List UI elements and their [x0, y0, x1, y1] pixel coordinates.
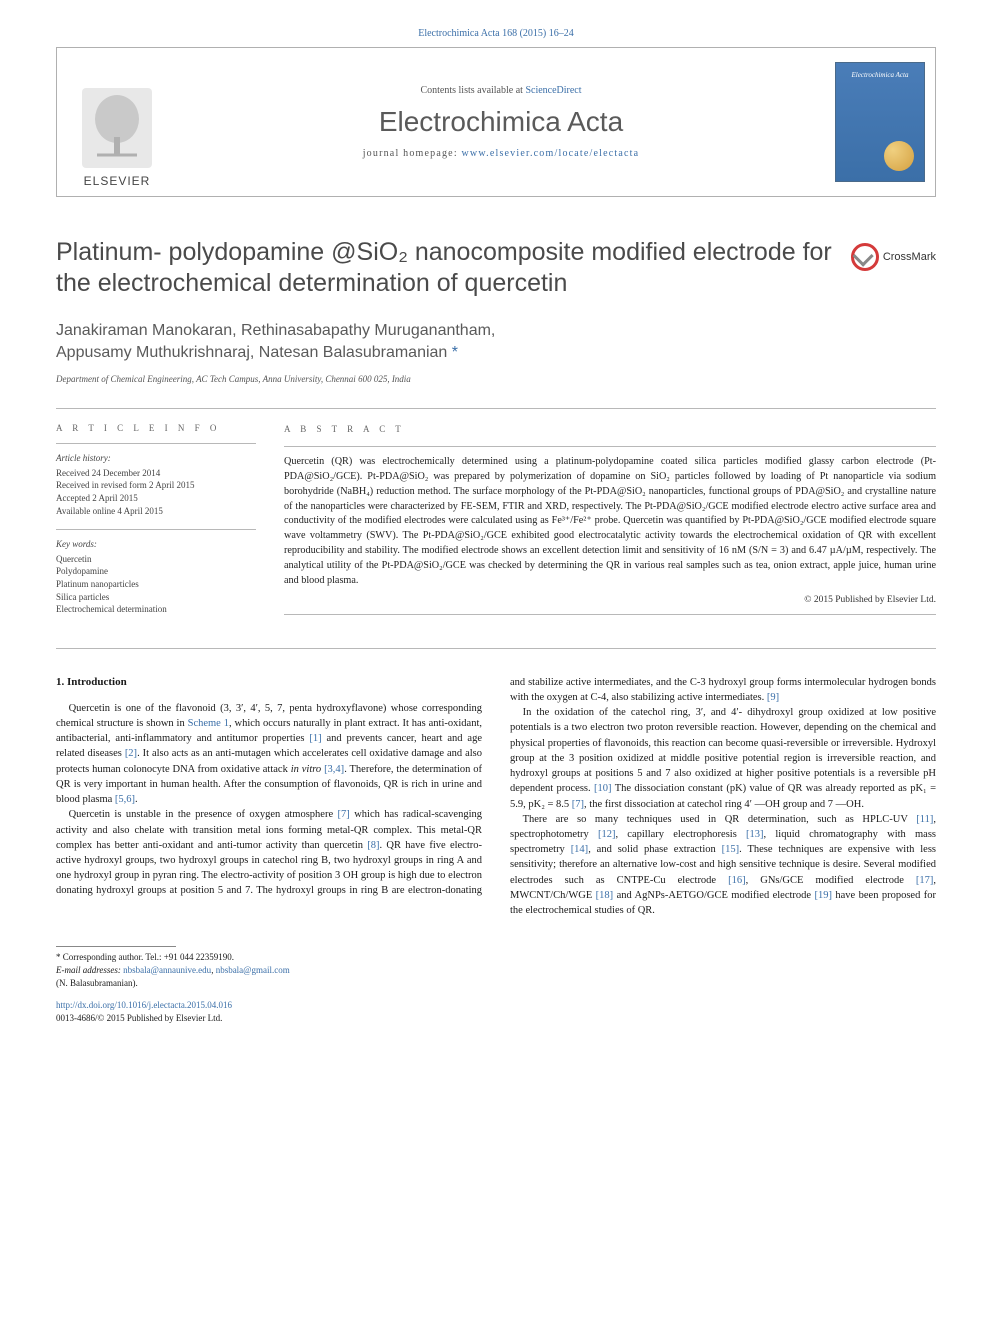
abstract-copyright: © 2015 Published by Elsevier Ltd.	[284, 594, 936, 608]
cite-link[interactable]: [2]	[125, 748, 137, 759]
t: , the first dissociation at catechol rin…	[584, 799, 864, 810]
abstract-heading: A B S T R A C T	[284, 423, 936, 436]
cite-link[interactable]: [1]	[309, 733, 321, 744]
corr-line: * Corresponding author. Tel.: +91 044 22…	[56, 951, 936, 964]
title-row: Platinum- polydopamine @SiO₂ nanocomposi…	[56, 237, 936, 320]
t: In the oxidation of the catechol ring, 3…	[510, 707, 936, 794]
authors-line-1: Janakiraman Manokaran, Rethinasabapathy …	[56, 322, 495, 339]
abstract-bottom-divider	[284, 614, 936, 615]
cover-globe-icon	[884, 141, 914, 171]
homepage-link[interactable]: www.elsevier.com/locate/electacta	[462, 148, 640, 159]
keyword: Silica particles	[56, 591, 256, 604]
issn-line: 0013-4686/© 2015 Published by Elsevier L…	[56, 1013, 222, 1023]
running-head-link[interactable]: Electrochimica Acta 168 (2015) 16–24	[418, 28, 574, 39]
divider-bottom	[56, 648, 936, 649]
footer-divider	[56, 946, 176, 947]
paragraph: There are so many techniques used in QR …	[510, 812, 936, 919]
cite-link[interactable]: [5,6]	[115, 794, 135, 805]
email-line: E-mail addresses: nbsbala@annaunive.edu,…	[56, 964, 936, 977]
email-label: E-mail addresses:	[56, 965, 123, 975]
keyword: Quercetin	[56, 553, 256, 566]
t: , capillary electrophoresis	[615, 829, 746, 840]
keywords: Key words: Quercetin Polydopamine Platin…	[56, 538, 256, 616]
cite-link[interactable]: [3,4]	[324, 764, 344, 775]
email-link[interactable]: nbsbala@annaunive.edu	[123, 965, 211, 975]
abstract-divider	[284, 446, 936, 447]
article-info: A R T I C L E I N F O Article history: R…	[56, 423, 256, 628]
doi-link[interactable]: http://dx.doi.org/10.1016/j.electacta.20…	[56, 1000, 232, 1010]
abstract-text: Quercetin (QR) was electrochemically det…	[284, 455, 936, 588]
journal-header: ELSEVIER Contents lists available at Sci…	[56, 47, 936, 197]
info-divider-2	[56, 529, 256, 530]
article-title: Platinum- polydopamine @SiO₂ nanocomposi…	[56, 237, 835, 300]
cite-link[interactable]: [13]	[746, 829, 764, 840]
keyword: Electrochemical determination	[56, 603, 256, 616]
crossmark-icon	[851, 243, 879, 271]
cite-link[interactable]: [7]	[338, 809, 350, 820]
page: Electrochimica Acta 168 (2015) 16–24 ELS…	[0, 0, 992, 1064]
homepage-prefix: journal homepage:	[363, 148, 462, 159]
contents-prefix: Contents lists available at	[420, 85, 525, 96]
cite-link[interactable]: [19]	[814, 890, 832, 901]
authors-line-2: Appusamy Muthukrishnaraj, Natesan Balasu…	[56, 344, 447, 361]
cite-link[interactable]: [9]	[767, 692, 779, 703]
sciencedirect-link[interactable]: ScienceDirect	[525, 85, 581, 96]
journal-cover-thumb: Electrochimica Acta	[835, 62, 925, 182]
history-line: Received in revised form 2 April 2015	[56, 479, 256, 492]
running-head: Electrochimica Acta 168 (2015) 16–24	[56, 28, 936, 39]
history-line: Received 24 December 2014	[56, 467, 256, 480]
history-title: Article history:	[56, 452, 256, 465]
history-line: Available online 4 April 2015	[56, 505, 256, 518]
scheme-ref[interactable]: Scheme 1	[188, 718, 229, 729]
email-link[interactable]: nbsbala@gmail.com	[216, 965, 290, 975]
keyword: Polydopamine	[56, 565, 256, 578]
cover-title: Electrochimica Acta	[842, 71, 918, 79]
in-vitro: in vitro	[291, 764, 321, 775]
article-info-heading: A R T I C L E I N F O	[56, 423, 256, 433]
doi-block: http://dx.doi.org/10.1016/j.electacta.20…	[56, 999, 936, 1024]
authors: Janakiraman Manokaran, Rethinasabapathy …	[56, 320, 936, 365]
publisher-block: ELSEVIER	[57, 48, 177, 196]
keywords-title: Key words:	[56, 538, 256, 551]
history-line: Accepted 2 April 2015	[56, 492, 256, 505]
crossmark-label: CrossMark	[883, 251, 936, 263]
publisher-name: ELSEVIER	[84, 174, 151, 188]
cite-link[interactable]: [7]	[572, 799, 584, 810]
article-history: Article history: Received 24 December 20…	[56, 452, 256, 517]
elsevier-tree-icon	[82, 88, 152, 168]
cite-link[interactable]: [8]	[367, 840, 379, 851]
body-columns: 1. Introduction Quercetin is one of the …	[56, 675, 936, 919]
t: , and solid phase extraction	[588, 844, 721, 855]
cite-link[interactable]: [14]	[571, 844, 589, 855]
affiliation: Department of Chemical Engineering, AC T…	[56, 374, 936, 384]
corresponding-footer: * Corresponding author. Tel.: +91 044 22…	[56, 946, 936, 1024]
cite-link[interactable]: [16]	[728, 875, 746, 886]
cite-link[interactable]: [15]	[722, 844, 740, 855]
header-center: Contents lists available at ScienceDirec…	[177, 48, 825, 196]
t: There are so many techniques used in QR …	[523, 814, 917, 825]
abstract: A B S T R A C T Quercetin (QR) was elect…	[284, 423, 936, 628]
cite-link[interactable]: [12]	[598, 829, 616, 840]
cite-link[interactable]: [10]	[594, 783, 612, 794]
cite-link[interactable]: [18]	[596, 890, 614, 901]
cite-link[interactable]: [11]	[916, 814, 933, 825]
t: , GNs/GCE modified electrode	[746, 875, 916, 886]
contents-line: Contents lists available at ScienceDirec…	[420, 85, 581, 96]
author-paren: (N. Balasubramanian).	[56, 977, 936, 990]
info-abstract-row: A R T I C L E I N F O Article history: R…	[56, 409, 936, 648]
journal-name: Electrochimica Acta	[379, 106, 623, 138]
cite-link[interactable]: [17]	[916, 875, 934, 886]
cover-block: Electrochimica Acta	[825, 48, 935, 196]
info-divider-1	[56, 443, 256, 444]
crossmark-badge[interactable]: CrossMark	[851, 243, 936, 271]
paragraph: Quercetin is one of the flavonoid (3, 3′…	[56, 701, 482, 808]
t: .	[135, 794, 138, 805]
t: Quercetin is unstable in the presence of…	[69, 809, 338, 820]
homepage-line: journal homepage: www.elsevier.com/locat…	[363, 148, 640, 159]
corresponding-marker: *	[447, 344, 458, 361]
keyword: Platinum nanoparticles	[56, 578, 256, 591]
section-heading: 1. Introduction	[56, 675, 482, 691]
paragraph: In the oxidation of the catechol ring, 3…	[510, 705, 936, 812]
t: and AgNPs-AETGO/GCE modified electrode	[613, 890, 814, 901]
